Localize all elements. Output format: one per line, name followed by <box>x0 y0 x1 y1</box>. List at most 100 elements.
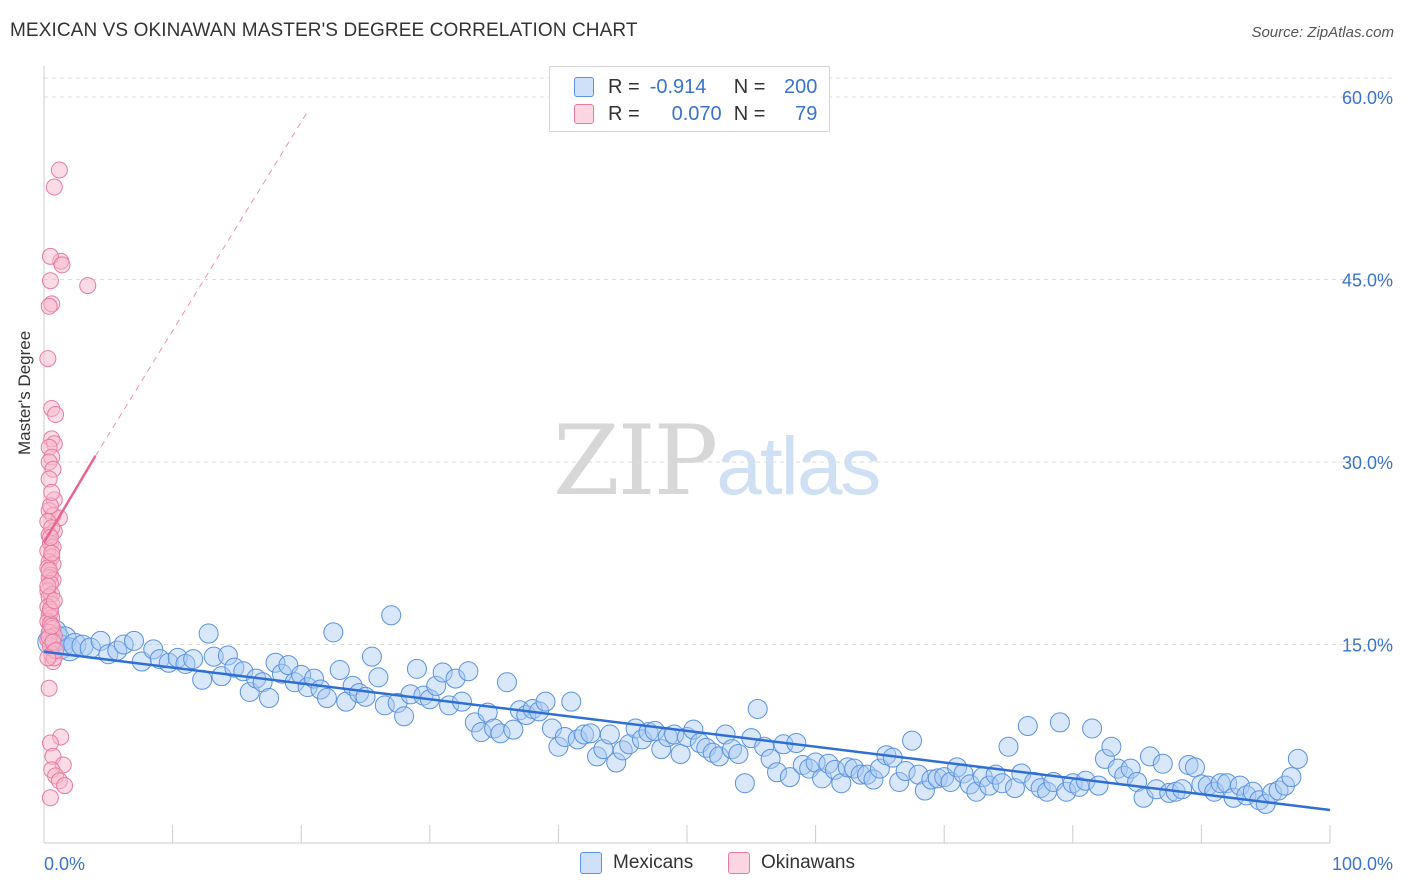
bottom-legend-label-mexicans: Mexicans <box>613 852 694 873</box>
mexicans-point <box>265 652 286 673</box>
okinawans-point <box>39 577 57 595</box>
mexicans-point <box>1184 757 1205 778</box>
chart-title: MEXICAN VS OKINAWAN MASTER'S DEGREE CORR… <box>10 20 638 41</box>
mexicans-point <box>606 752 627 773</box>
mexicans-point <box>979 775 1000 796</box>
okinawans-point <box>43 617 61 635</box>
legend-r-label: R = <box>608 102 640 125</box>
mexicans-point <box>316 688 337 709</box>
mexicans-point <box>998 736 1019 757</box>
mexicans-point <box>1101 736 1122 757</box>
okinawans-point <box>47 406 65 424</box>
okinawans-point <box>43 483 61 501</box>
watermark-atlas: atlas <box>716 421 881 512</box>
bottom-legend-mexicans: Mexicans <box>580 852 693 874</box>
mexicans-point <box>869 758 890 779</box>
mexicans-point <box>368 667 389 688</box>
mexicans-point <box>203 646 224 667</box>
mexicans-point <box>259 688 280 709</box>
mexicans-point <box>837 757 858 778</box>
mexicans-point <box>323 622 344 643</box>
mexicans-point <box>844 758 865 779</box>
mexicans-point <box>124 630 145 651</box>
mexicans-point <box>1159 782 1180 803</box>
mexicans-point <box>1229 775 1250 796</box>
mexicans-point <box>445 668 466 689</box>
mexicans-point <box>1281 767 1302 788</box>
legend-n-label: N = <box>733 75 766 98</box>
mexicans-point <box>1030 778 1051 799</box>
mexicans-point <box>426 675 447 696</box>
mexicans-point <box>1152 753 1173 774</box>
legend-n-value: 200 <box>784 75 818 98</box>
bottom-legend-swatch-okinawans <box>728 852 750 874</box>
okinawans-point <box>53 256 71 274</box>
source-label: Source: ZipAtlas.com <box>1251 24 1394 41</box>
legend-n-label: N = <box>733 102 766 125</box>
mexicans-point <box>400 684 421 705</box>
okinawans-point <box>45 592 63 610</box>
mexicans-point <box>361 646 382 667</box>
mexicans-point <box>1088 775 1109 796</box>
mexicans-point <box>1049 712 1070 733</box>
mexicans-point <box>574 724 595 745</box>
mexicans-point <box>895 761 916 782</box>
mexicans-point <box>561 691 582 712</box>
mexicans-point <box>183 649 204 670</box>
mexicans-point <box>612 740 633 761</box>
mexicans-point <box>580 723 601 744</box>
okinawans-point <box>41 247 59 265</box>
legend-swatch-mexicans <box>574 77 594 97</box>
okinawans-point <box>40 679 58 697</box>
mexicans-point <box>198 623 219 644</box>
mexicans-point <box>921 769 942 790</box>
mexicans-point <box>734 773 755 794</box>
okinawans-point <box>39 350 57 368</box>
okinawans-trend-line <box>42 455 97 543</box>
mexicans-point <box>747 698 768 719</box>
mexicans-point <box>1082 718 1103 739</box>
okinawans-point <box>45 178 63 196</box>
mexicans-point <box>217 645 238 666</box>
mexicans-point <box>902 730 923 751</box>
mexicans-point <box>1017 716 1038 737</box>
mexicans-point <box>458 661 479 682</box>
mexicans-point <box>548 736 569 757</box>
legend-n-value: 79 <box>795 102 818 125</box>
mexicans-point <box>651 739 672 760</box>
okinawans-points <box>39 161 97 807</box>
mexicans-point <box>728 744 749 764</box>
okinawans-point <box>40 297 58 315</box>
mexicans-points <box>37 605 1308 814</box>
mexicans-point <box>792 754 813 775</box>
mexicans-point <box>432 662 453 683</box>
mexicans-point <box>1172 779 1193 800</box>
mexicans-point <box>503 719 524 740</box>
stats-legend: R = -0.914 N = 200 R = 0.070 N = 79 <box>549 66 830 132</box>
mexicans-point <box>818 753 839 774</box>
mexicans-point <box>394 706 415 727</box>
mexicans-point <box>779 767 800 788</box>
y-tick-label: 15.0% <box>1342 636 1393 656</box>
mexicans-point <box>490 723 511 744</box>
okinawans-trend-extension <box>95 111 309 457</box>
okinawans-point <box>40 561 58 579</box>
mexicans-point <box>709 746 730 767</box>
mexicans-point <box>1139 746 1160 767</box>
mexicans-point <box>670 744 691 764</box>
y-tick-label: 30.0% <box>1342 453 1393 473</box>
okinawans-point <box>56 777 74 795</box>
legend-r-value: 0.070 <box>671 102 722 125</box>
bottom-legend-okinawans: Okinawans <box>728 852 855 874</box>
mexicans-point <box>374 695 395 716</box>
legend-r-label: R = <box>608 75 640 98</box>
mexicans-point <box>889 771 910 792</box>
okinawans-point <box>41 272 59 290</box>
mexicans-point <box>496 672 517 693</box>
mexicans-point <box>599 724 620 745</box>
legend-swatch-okinawans <box>574 104 594 124</box>
bottom-legend-swatch-mexicans <box>580 852 602 874</box>
mexicans-point <box>992 773 1013 794</box>
mexicans-point <box>1287 748 1308 769</box>
